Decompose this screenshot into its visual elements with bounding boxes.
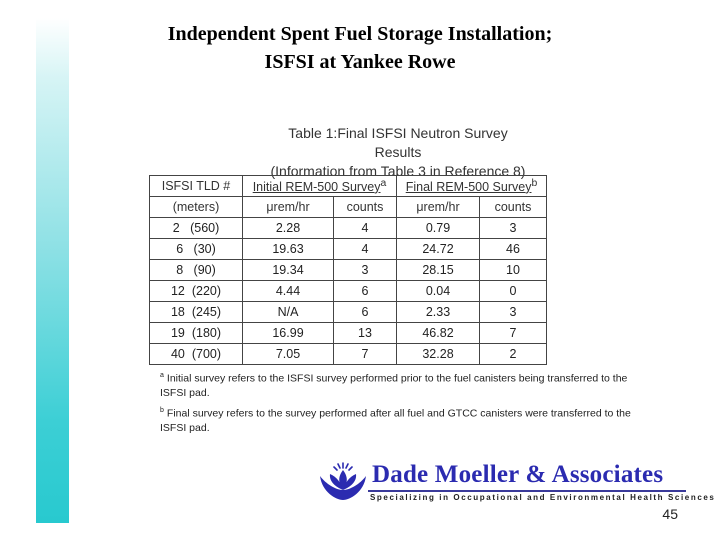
cell-initial-rate: 16.99	[242, 322, 334, 344]
unit-final-rate: μrem/hr	[396, 196, 480, 218]
table-row: 6 (30) 19.63 4 24.72 46	[149, 238, 547, 260]
cell-initial-counts: 6	[333, 301, 397, 323]
footnote-b: b Final survey refers to the survey perfo…	[160, 404, 640, 435]
logo-divider	[368, 490, 686, 492]
cell-initial-counts: 6	[333, 280, 397, 302]
header-final-label: Final REM-500 Survey	[405, 180, 532, 195]
table-row: 2 (560) 2.28 4 0.79 3	[149, 217, 547, 239]
cell-initial-rate: 4.44	[242, 280, 334, 302]
cell-initial-rate: 2.28	[242, 217, 334, 239]
footnote-a-mark: a	[160, 372, 164, 379]
cell-final-rate: 28.15	[396, 259, 480, 281]
cell-final-rate: 32.28	[396, 343, 480, 365]
cell-id: 6 (30)	[149, 238, 243, 260]
survey-table: ISFSI TLD # Initial REM-500 Surveya Fina…	[149, 175, 547, 365]
table-units-row: (meters) μrem/hr counts μrem/hr counts	[149, 196, 547, 218]
unit-initial-rate: μrem/hr	[242, 196, 334, 218]
header-final-mark: b	[531, 177, 538, 189]
cell-initial-rate: N/A	[242, 301, 334, 323]
table-row: 19 (180) 16.99 13 46.82 7	[149, 322, 547, 344]
table-row: 40 (700) 7.05 7 32.28 2	[149, 343, 547, 365]
cell-final-counts: 2	[479, 343, 547, 365]
flower-logo-icon	[320, 462, 366, 500]
title-line-2: ISFSI at Yankee Rowe	[264, 51, 456, 73]
page-number: 45	[662, 506, 678, 522]
cell-final-rate: 46.82	[396, 322, 480, 344]
decorative-side-bar	[36, 18, 69, 523]
header-final-survey: Final REM-500 Surveyb	[396, 175, 547, 197]
company-tagline: Specializing in Occupational and Environ…	[370, 493, 716, 502]
cell-id: 12 (220)	[149, 280, 243, 302]
footnote-a-text: Initial survey refers to the ISFSI surve…	[160, 372, 628, 399]
cell-initial-counts: 3	[333, 259, 397, 281]
footnote-a: a Initial survey refers to the ISFSI surv…	[160, 369, 640, 400]
cell-id: 18 (245)	[149, 301, 243, 323]
cell-final-counts: 10	[479, 259, 547, 281]
caption-line-1: Table 1:Final ISFSI Neutron Survey Resul…	[288, 125, 508, 160]
cell-final-counts: 3	[479, 217, 547, 239]
table-row: 18 (245) N/A 6 2.33 3	[149, 301, 547, 323]
header-id: ISFSI TLD #	[149, 175, 243, 197]
cell-id: 40 (700)	[149, 343, 243, 365]
unit-initial-counts: counts	[333, 196, 397, 218]
cell-initial-counts: 7	[333, 343, 397, 365]
title-line-1: Independent Spent Fuel Storage Installat…	[167, 23, 553, 45]
header-meters: (meters)	[149, 196, 243, 218]
table-row: 12 (220) 4.44 6 0.04 0	[149, 280, 547, 302]
header-initial-mark: a	[380, 177, 387, 189]
cell-final-rate: 24.72	[396, 238, 480, 260]
cell-initial-rate: 7.05	[242, 343, 334, 365]
cell-final-rate: 0.04	[396, 280, 480, 302]
cell-initial-counts: 4	[333, 238, 397, 260]
cell-initial-rate: 19.63	[242, 238, 334, 260]
table-row: 8 (90) 19.34 3 28.15 10	[149, 259, 547, 281]
header-initial-label: Initial REM-500 Survey	[252, 180, 381, 195]
cell-initial-counts: 4	[333, 217, 397, 239]
cell-final-counts: 0	[479, 280, 547, 302]
table-caption: Table 1:Final ISFSI Neutron Survey Resul…	[268, 124, 528, 181]
cell-final-rate: 2.33	[396, 301, 480, 323]
unit-final-counts: counts	[479, 196, 547, 218]
cell-final-counts: 46	[479, 238, 547, 260]
footnote-b-text: Final survey refers to the survey perfor…	[160, 407, 631, 434]
cell-initial-counts: 13	[333, 322, 397, 344]
cell-initial-rate: 19.34	[242, 259, 334, 281]
footnote-b-mark: b	[160, 407, 164, 414]
cell-id: 2 (560)	[149, 217, 243, 239]
cell-id: 8 (90)	[149, 259, 243, 281]
cell-id: 19 (180)	[149, 322, 243, 344]
cell-final-counts: 3	[479, 301, 547, 323]
cell-final-counts: 7	[479, 322, 547, 344]
header-initial-survey: Initial REM-500 Surveya	[242, 175, 397, 197]
company-name: Dade Moeller & Associates	[372, 461, 664, 488]
cell-final-rate: 0.79	[396, 217, 480, 239]
slide-title: Independent Spent Fuel Storage Installat…	[80, 20, 640, 76]
table-header-row: ISFSI TLD # Initial REM-500 Surveya Fina…	[149, 175, 547, 197]
